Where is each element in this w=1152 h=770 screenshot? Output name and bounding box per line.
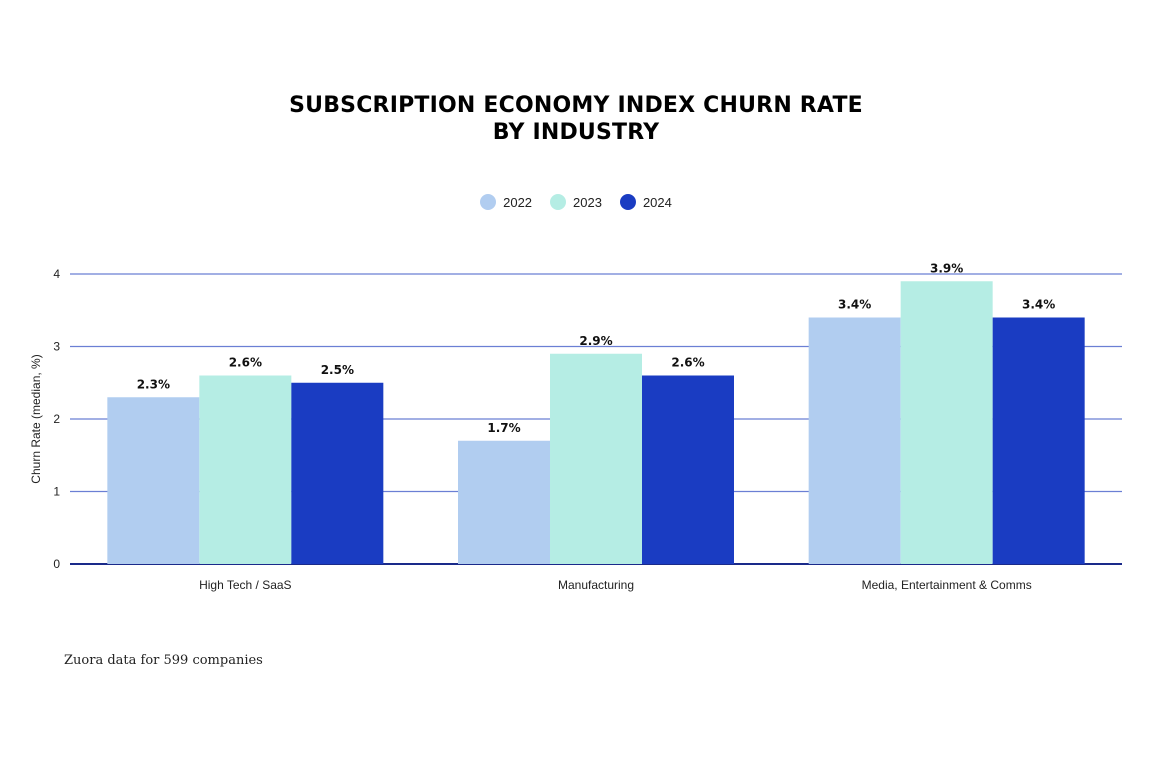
legend-label-2022: 2022 <box>503 194 533 210</box>
bar-2023-1 <box>550 353 642 564</box>
y-tick-label: 0 <box>53 557 60 571</box>
bar-label-2022-2: 3.4% <box>838 298 871 312</box>
chart-legend: 2022 2023 2024 <box>0 194 1152 210</box>
bar-2022-2 <box>808 317 901 564</box>
chart-title: SUBSCRIPTION ECONOMY INDEX CHURN RATE BY… <box>0 92 1152 146</box>
y-tick-label: 4 <box>53 267 60 281</box>
legend-label-2024: 2024 <box>642 194 672 210</box>
bar-label-2023-1: 2.9% <box>579 334 612 348</box>
x-tick-label: Media, Entertainment & Comms <box>862 578 1032 592</box>
y-tick-label: 2 <box>53 412 60 426</box>
y-axis-label: Churn Rate (median, %) <box>29 354 43 483</box>
bar-2023-2 <box>900 281 993 564</box>
bar-label-2022-0: 2.3% <box>137 377 170 391</box>
bar-label-2024-2: 3.4% <box>1022 298 1055 312</box>
bar-label-2023-2: 3.9% <box>930 261 963 275</box>
legend-swatch-2023 <box>550 194 567 210</box>
chart-title-line-2: BY INDUSTRY <box>492 120 660 145</box>
bar-2024-1 <box>642 375 734 564</box>
legend-item-2022: 2022 <box>480 194 532 210</box>
legend-item-2023: 2023 <box>550 194 602 210</box>
x-tick-label: High Tech / SaaS <box>199 578 292 592</box>
legend-swatch-2022 <box>480 194 497 210</box>
y-axis-ticks: 0 1 2 3 4 <box>53 267 60 571</box>
x-tick-label: Manufacturing <box>558 578 634 592</box>
legend-swatch-2024 <box>619 194 636 210</box>
bars <box>107 281 1085 564</box>
bar-labels: 2.3% 2.6% 2.5% 1.7% 2.9% 2.6% 3.4% 3.9% 3.4% <box>137 261 1056 435</box>
bar-label-2022-1: 1.7% <box>487 421 520 435</box>
bar-2024-2 <box>992 317 1085 564</box>
bar-2022-1 <box>458 440 550 564</box>
bar-label-2024-0: 2.5% <box>321 363 354 377</box>
bar-2022-0 <box>107 397 200 564</box>
chart-title-line-1: SUBSCRIPTION ECONOMY INDEX CHURN RATE <box>289 93 863 118</box>
legend-label-2023: 2023 <box>573 194 602 210</box>
bar-2024-0 <box>291 382 384 564</box>
legend-item-2024: 2024 <box>619 194 672 210</box>
x-axis-ticks: High Tech / SaaS Manufacturing Media, Ente… <box>199 578 1032 592</box>
footnote: Zuora data for 599 companies <box>64 653 263 668</box>
bar-label-2023-0: 2.6% <box>229 356 262 370</box>
y-tick-label: 3 <box>53 340 60 354</box>
y-tick-label: 1 <box>53 485 60 499</box>
bar-2023-0 <box>199 375 292 564</box>
bar-label-2024-1: 2.6% <box>671 356 704 370</box>
